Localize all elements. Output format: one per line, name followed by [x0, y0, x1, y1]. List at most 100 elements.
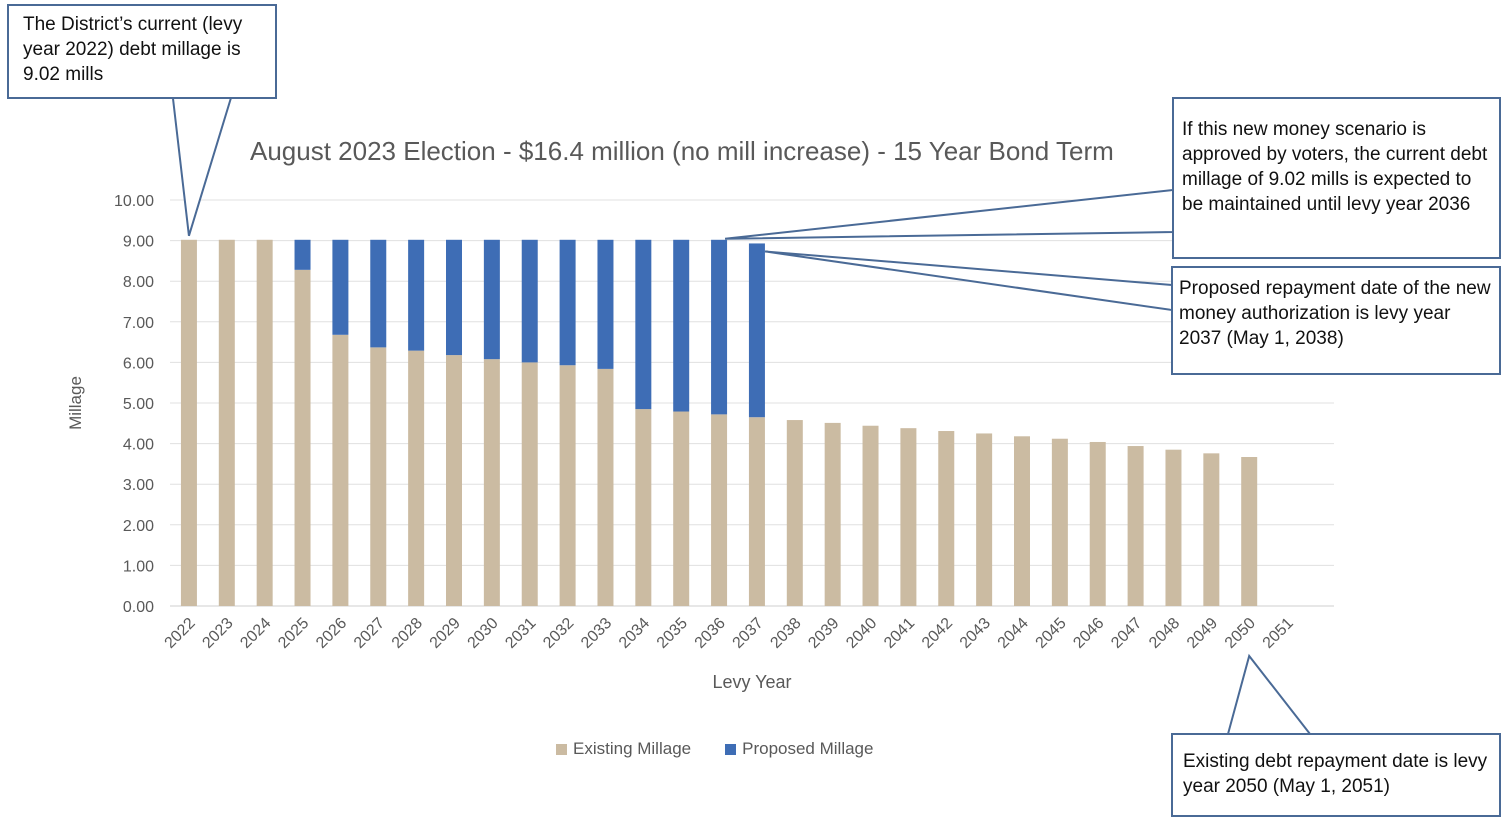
bar-proposed [711, 239, 728, 415]
x-tick-label: 2048 [1146, 615, 1183, 652]
x-tick-label: 2038 [767, 615, 804, 652]
x-tick-label: 2024 [237, 615, 274, 652]
bar-proposed [408, 239, 425, 351]
bar-existing [711, 414, 728, 606]
x-tick-label: 2039 [805, 615, 842, 652]
bar-existing [1165, 449, 1182, 606]
x-tick-label: 2030 [465, 615, 502, 652]
bar-proposed [673, 239, 690, 412]
x-tick-label: 2037 [730, 615, 767, 652]
x-tick-label: 2047 [1108, 615, 1145, 652]
y-tick-label: 10.00 [114, 193, 154, 210]
x-tick-label: 2051 [1260, 615, 1297, 652]
x-tick-label: 2040 [843, 615, 880, 652]
y-tick-label: 8.00 [123, 274, 154, 291]
bar-proposed [635, 239, 652, 410]
x-tick-label: 2027 [351, 615, 388, 652]
bar-existing [446, 355, 462, 606]
bar-existing [1127, 446, 1144, 606]
bar-proposed [446, 239, 462, 356]
leader-current [171, 97, 233, 237]
bar-existing [748, 417, 765, 606]
legend-item-proposed: Proposed Millage [725, 739, 873, 759]
x-tick-label: 2041 [881, 615, 918, 652]
x-tick-label: 2025 [275, 615, 312, 652]
bar-proposed [294, 239, 311, 270]
bar-existing [862, 425, 879, 606]
x-tick-label: 2026 [313, 615, 350, 652]
bar-existing [218, 239, 235, 606]
x-tick-label: 2029 [427, 615, 464, 652]
bar-existing [559, 365, 576, 606]
callout-current-millage: The District’s current (levy year 2022) … [7, 4, 277, 99]
bar-proposed [332, 239, 349, 335]
bar-existing [824, 422, 841, 606]
bar-proposed [748, 243, 765, 418]
x-tick-label: 2049 [1184, 615, 1221, 652]
bar-existing [1014, 436, 1030, 606]
x-axis-ticks: 2022 2023 2024 2025 2026 2027 2028 2029 2030 2031… [162, 615, 1297, 652]
y-tick-label: 2.00 [123, 518, 154, 535]
x-tick-label: 2023 [199, 615, 236, 652]
y-tick-label: 7.00 [123, 315, 154, 332]
x-tick-label: 2035 [654, 615, 691, 652]
bar-existing [938, 431, 955, 606]
bar-proposed [559, 239, 576, 366]
x-axis-label: Levy Year [712, 672, 792, 692]
bar-existing [1241, 456, 1258, 606]
y-tick-label: 4.00 [123, 437, 154, 454]
legend-swatch-existing [556, 743, 567, 755]
callout-proposed-repayment: Proposed repayment date of the new money… [1171, 266, 1501, 375]
legend-label-existing: Existing Millage [573, 739, 692, 758]
bar-existing [900, 428, 917, 606]
bar-proposed [370, 239, 387, 348]
y-axis-label: Millage [66, 376, 85, 430]
y-tick-label: 3.00 [123, 477, 154, 494]
bar-existing [976, 433, 993, 606]
y-tick-label: 0.00 [123, 599, 154, 616]
bar-proposed [597, 239, 614, 369]
bar-existing [408, 350, 425, 606]
x-tick-label: 2050 [1222, 615, 1259, 652]
callout-existing-repayment: Existing debt repayment date is levy yea… [1171, 733, 1501, 817]
bar-existing [1203, 453, 1220, 606]
y-axis-ticks: 0.00 1.00 2.00 3.00 4.00 5.00 6.00 7.00 8.00 9.00… [114, 193, 154, 616]
y-tick-label: 9.00 [123, 234, 154, 251]
legend-swatch-proposed [725, 743, 737, 755]
callout-millage-maintained: If this new money scenario is approved b… [1172, 97, 1501, 259]
bar-existing [597, 368, 614, 606]
leader-maintained [724, 188, 1174, 240]
bar-existing [635, 409, 652, 606]
bars [180, 239, 1258, 606]
x-tick-label: 2042 [919, 615, 956, 652]
legend: Existing Millage Proposed Millage [556, 739, 873, 759]
x-tick-label: 2034 [616, 615, 653, 652]
leader-existing [1226, 653, 1313, 735]
bar-proposed [483, 239, 500, 360]
bar-existing [786, 420, 803, 606]
y-tick-label: 1.00 [123, 558, 154, 575]
x-tick-label: 2033 [578, 615, 615, 652]
x-tick-label: 2028 [389, 615, 426, 652]
bar-existing [673, 411, 690, 606]
bar-existing [1051, 438, 1068, 606]
x-tick-label: 2031 [502, 615, 539, 652]
bar-existing [370, 347, 387, 606]
bar-proposed [521, 239, 538, 363]
x-tick-label: 2036 [692, 615, 729, 652]
bar-existing [294, 269, 311, 606]
chart-title: August 2023 Election - $16.4 million (no… [250, 136, 1114, 166]
bar-existing [180, 239, 197, 606]
legend-label-proposed: Proposed Millage [742, 739, 874, 758]
x-tick-label: 2043 [957, 615, 994, 652]
x-tick-label: 2032 [540, 615, 577, 652]
legend-item-existing: Existing Millage [556, 739, 691, 759]
x-tick-label: 2044 [995, 615, 1032, 652]
x-tick-label: 2045 [1033, 615, 1070, 652]
bar-existing [483, 359, 500, 606]
bar-existing [1089, 441, 1106, 606]
bar-existing [256, 239, 273, 606]
y-tick-label: 5.00 [123, 396, 154, 413]
x-tick-label: 2046 [1070, 615, 1107, 652]
